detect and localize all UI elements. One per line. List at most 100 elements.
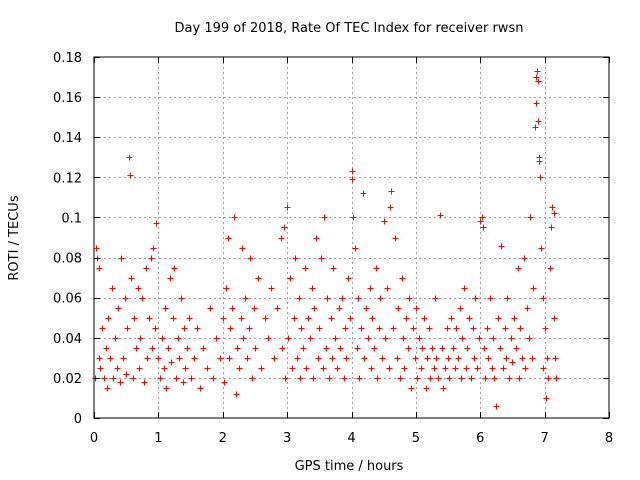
data-point <box>143 265 150 272</box>
data-point <box>303 365 310 372</box>
data-point <box>141 379 148 386</box>
data-point <box>403 315 410 322</box>
data-point <box>96 265 103 272</box>
data-point <box>482 375 489 382</box>
data-point <box>405 345 412 352</box>
data-point <box>470 325 477 332</box>
data-point <box>548 224 555 231</box>
data-point <box>506 375 513 382</box>
data-point <box>352 245 359 252</box>
data-point <box>213 335 220 342</box>
data-point <box>519 355 526 362</box>
data-point <box>320 365 327 372</box>
data-point <box>533 74 540 81</box>
data-point <box>114 365 121 372</box>
data-point <box>200 345 207 352</box>
data-point <box>361 355 368 362</box>
data-point <box>360 190 367 197</box>
data-point <box>442 365 449 372</box>
data-point <box>355 295 362 302</box>
data-point <box>408 385 415 392</box>
data-point <box>376 325 383 332</box>
data-point <box>236 365 243 372</box>
data-point <box>508 335 515 342</box>
chart-title: Day 199 of 2018, Rate Of TEC Index for r… <box>175 21 524 36</box>
data-point <box>374 375 381 382</box>
y-tick-label: 0.08 <box>53 252 82 267</box>
data-point <box>244 355 251 362</box>
data-point <box>162 305 169 312</box>
data-point <box>109 285 116 292</box>
data-point <box>431 365 438 372</box>
data-point <box>413 305 420 312</box>
data-point <box>537 174 544 181</box>
data-point <box>445 355 452 362</box>
data-point <box>466 315 473 322</box>
data-point <box>511 315 518 322</box>
data-point <box>433 355 440 362</box>
data-point <box>481 345 488 352</box>
data-point <box>533 100 540 107</box>
data-point <box>155 355 162 362</box>
data-point <box>509 359 516 366</box>
data-point <box>321 214 328 221</box>
data-point <box>489 365 496 372</box>
data-point <box>281 224 288 231</box>
data-point <box>468 375 475 382</box>
data-point <box>553 375 560 382</box>
data-point <box>258 365 265 372</box>
data-point <box>197 385 204 392</box>
data-point <box>504 295 511 302</box>
data-point <box>491 375 498 382</box>
data-point <box>291 315 298 322</box>
data-point <box>191 355 198 362</box>
data-point <box>347 315 354 322</box>
data-point <box>432 295 439 302</box>
data-point <box>453 325 460 332</box>
data-point <box>401 365 408 372</box>
x-tick-label: 0 <box>90 431 98 446</box>
data-point <box>412 355 419 362</box>
data-point <box>278 235 285 242</box>
data-point <box>234 345 241 352</box>
data-point <box>247 255 254 262</box>
data-point <box>105 315 112 322</box>
data-point <box>455 355 462 362</box>
data-point <box>316 325 323 332</box>
data-point <box>324 295 331 302</box>
data-point <box>388 188 395 195</box>
y-tick-label: 0 <box>74 412 82 427</box>
x-tick-label: 5 <box>412 431 420 446</box>
data-point <box>503 355 510 362</box>
data-point <box>406 295 413 302</box>
data-point <box>146 315 153 322</box>
data-point <box>464 345 471 352</box>
data-point <box>446 375 453 382</box>
data-point <box>252 345 259 352</box>
data-point <box>123 371 130 378</box>
data-point <box>221 379 228 386</box>
x-tick-label: 7 <box>540 431 548 446</box>
y-tick-label: 0.04 <box>53 332 82 347</box>
data-point <box>493 403 500 410</box>
data-point <box>387 204 394 211</box>
data-point <box>458 375 465 382</box>
data-point <box>217 355 224 362</box>
data-point <box>242 295 249 302</box>
data-point <box>515 265 522 272</box>
data-point <box>104 385 111 392</box>
data-point <box>101 375 108 382</box>
data-point <box>392 235 399 242</box>
data-point <box>477 218 484 225</box>
data-point <box>150 245 157 252</box>
y-tick-label: 0.06 <box>53 292 82 307</box>
data-point <box>152 325 159 332</box>
data-point <box>414 375 421 382</box>
data-point <box>176 355 183 362</box>
data-point <box>461 285 468 292</box>
data-point <box>139 295 146 302</box>
data-point <box>300 345 307 352</box>
data-point <box>171 265 178 272</box>
data-point <box>255 275 262 282</box>
